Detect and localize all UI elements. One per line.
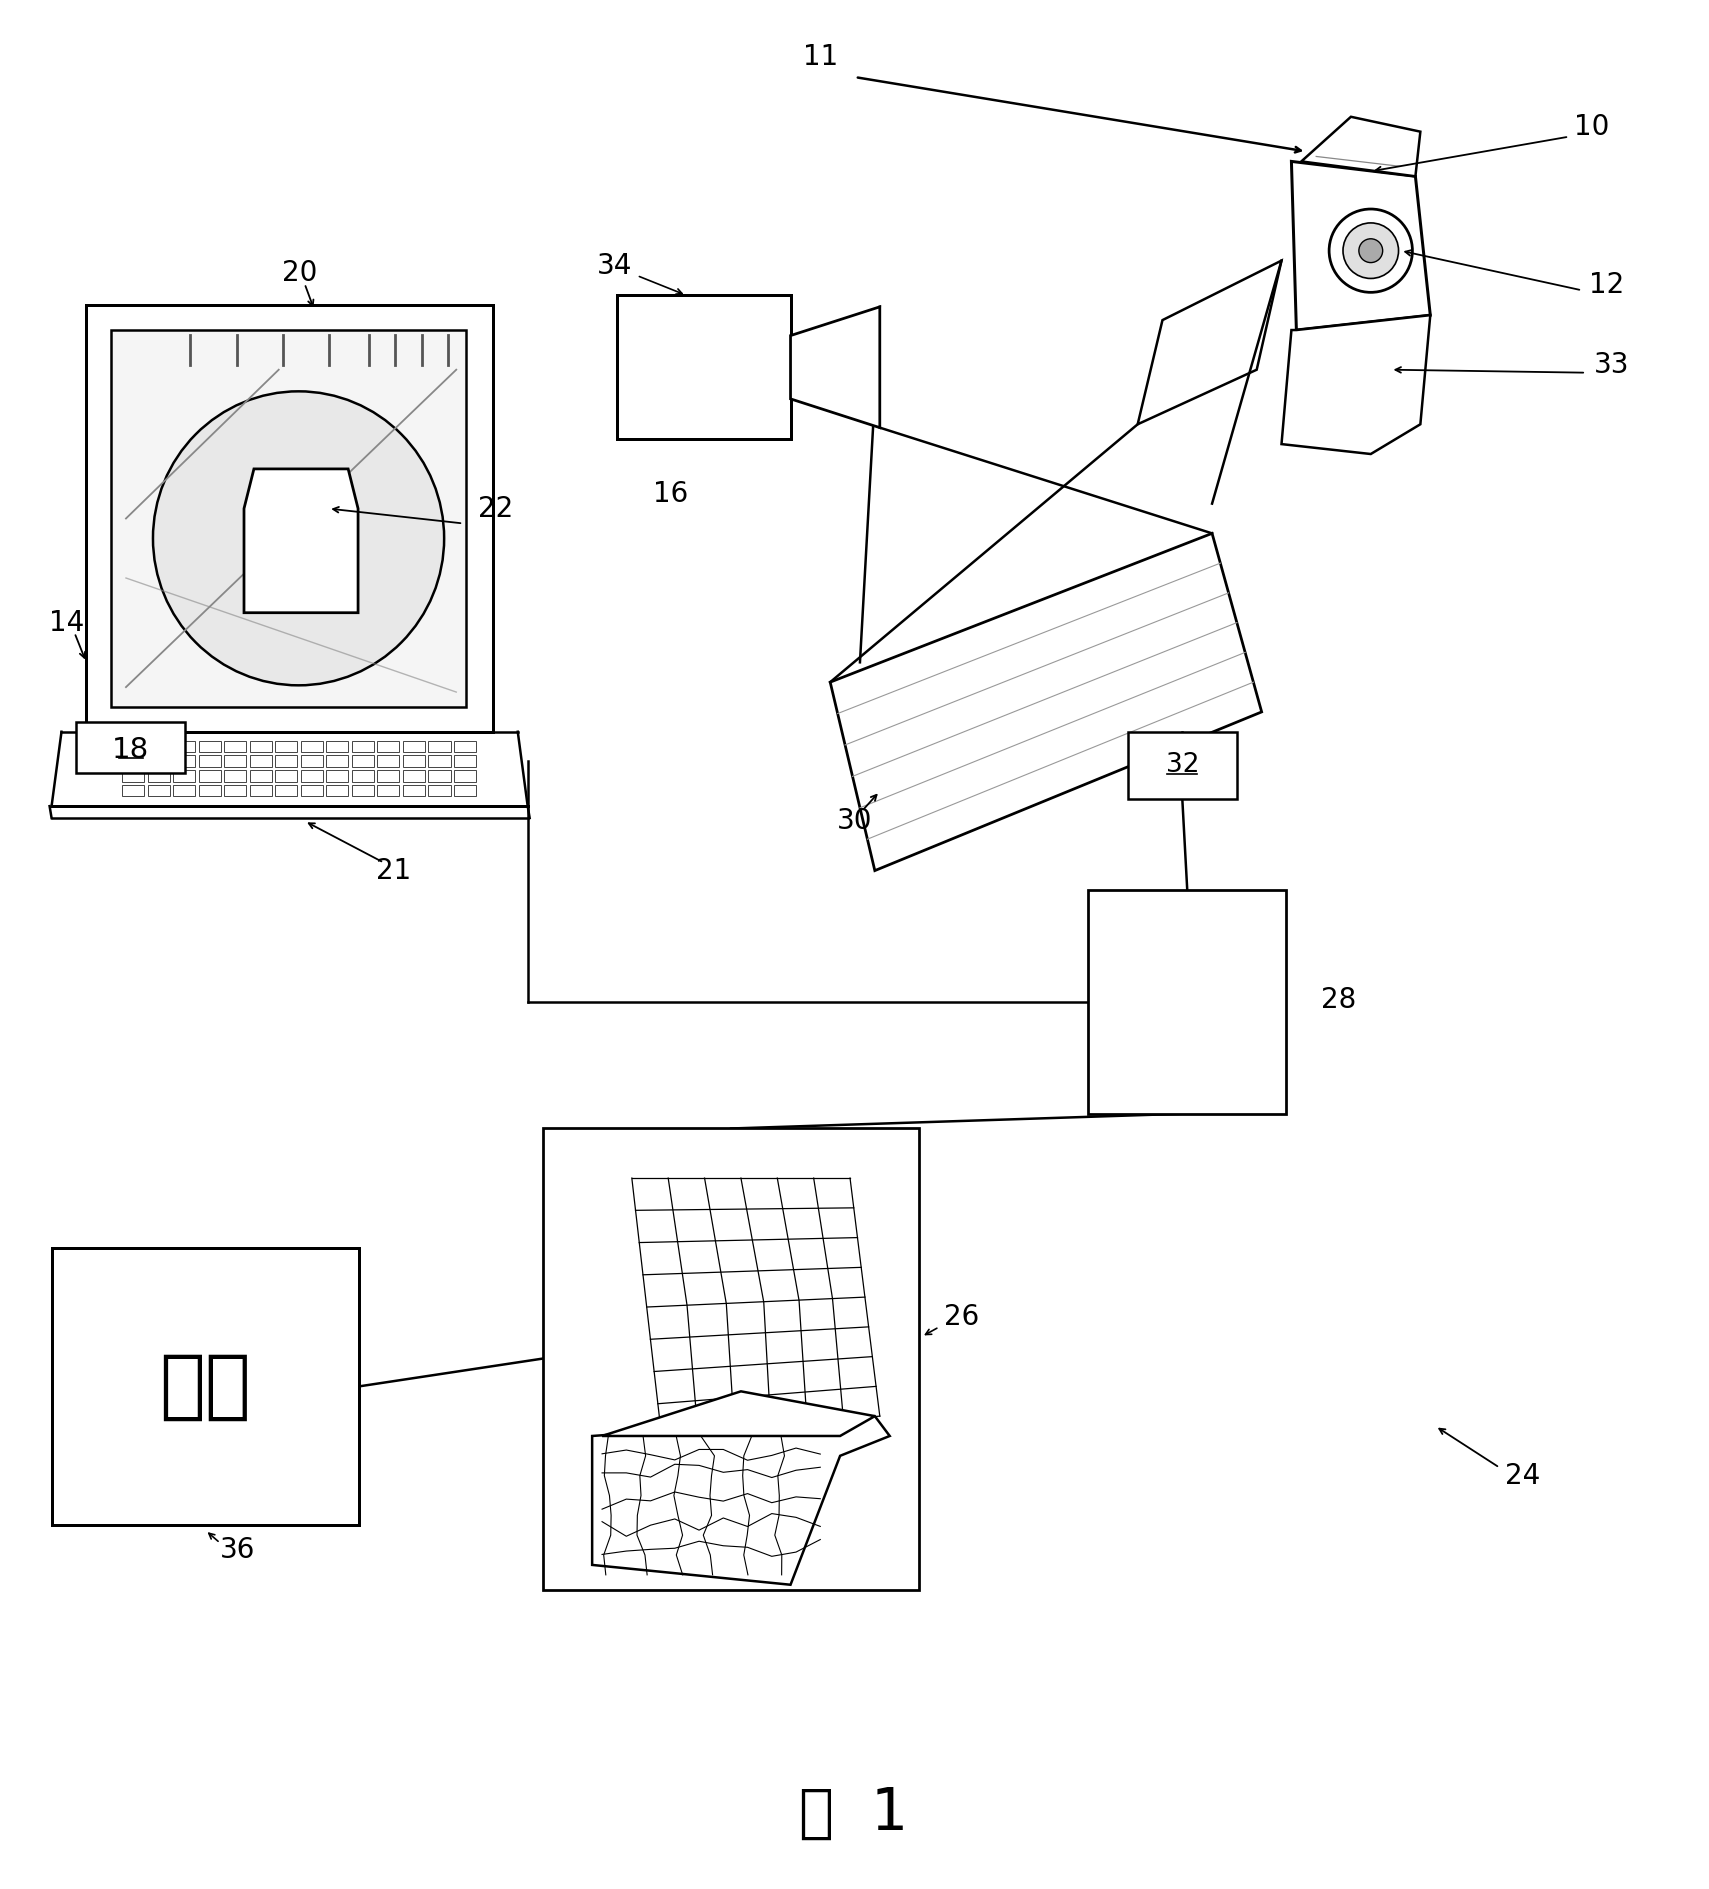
FancyBboxPatch shape xyxy=(1128,731,1237,799)
FancyBboxPatch shape xyxy=(121,740,145,752)
FancyBboxPatch shape xyxy=(121,784,145,797)
FancyBboxPatch shape xyxy=(427,784,451,797)
FancyBboxPatch shape xyxy=(378,771,400,782)
FancyBboxPatch shape xyxy=(121,771,145,782)
FancyBboxPatch shape xyxy=(326,756,349,767)
FancyBboxPatch shape xyxy=(378,740,400,752)
FancyBboxPatch shape xyxy=(403,740,426,752)
FancyBboxPatch shape xyxy=(173,756,195,767)
FancyBboxPatch shape xyxy=(198,771,220,782)
FancyBboxPatch shape xyxy=(352,784,374,797)
FancyBboxPatch shape xyxy=(275,771,297,782)
FancyBboxPatch shape xyxy=(173,740,195,752)
FancyBboxPatch shape xyxy=(326,784,349,797)
Text: 图  1: 图 1 xyxy=(800,1785,909,1842)
FancyBboxPatch shape xyxy=(326,740,349,752)
Text: 21: 21 xyxy=(376,856,412,884)
FancyBboxPatch shape xyxy=(198,756,220,767)
FancyBboxPatch shape xyxy=(453,771,477,782)
Polygon shape xyxy=(1138,261,1282,425)
Circle shape xyxy=(1359,238,1383,263)
FancyBboxPatch shape xyxy=(453,740,477,752)
FancyBboxPatch shape xyxy=(301,771,323,782)
Text: 12: 12 xyxy=(1589,272,1624,298)
FancyBboxPatch shape xyxy=(378,784,400,797)
FancyBboxPatch shape xyxy=(275,740,297,752)
FancyBboxPatch shape xyxy=(352,740,374,752)
Text: 34: 34 xyxy=(596,251,632,280)
Text: 26: 26 xyxy=(945,1303,979,1332)
FancyBboxPatch shape xyxy=(250,740,272,752)
Text: 14: 14 xyxy=(50,608,84,637)
FancyBboxPatch shape xyxy=(403,756,426,767)
Text: 36: 36 xyxy=(220,1536,256,1564)
FancyBboxPatch shape xyxy=(352,771,374,782)
Polygon shape xyxy=(791,306,880,427)
Polygon shape xyxy=(831,533,1261,871)
FancyBboxPatch shape xyxy=(224,756,246,767)
FancyBboxPatch shape xyxy=(427,756,451,767)
Text: 16: 16 xyxy=(653,480,689,508)
Text: 10: 10 xyxy=(1574,113,1610,140)
FancyBboxPatch shape xyxy=(147,784,169,797)
FancyBboxPatch shape xyxy=(173,771,195,782)
FancyBboxPatch shape xyxy=(121,756,145,767)
Polygon shape xyxy=(1301,117,1420,176)
Circle shape xyxy=(1343,223,1398,278)
Text: 22: 22 xyxy=(479,495,513,523)
Polygon shape xyxy=(1292,161,1430,331)
Circle shape xyxy=(1330,210,1412,293)
FancyBboxPatch shape xyxy=(352,756,374,767)
Text: 11: 11 xyxy=(803,43,837,72)
Ellipse shape xyxy=(154,391,444,686)
FancyBboxPatch shape xyxy=(77,722,186,773)
FancyBboxPatch shape xyxy=(147,740,169,752)
Polygon shape xyxy=(591,1417,890,1585)
FancyBboxPatch shape xyxy=(250,756,272,767)
Text: 28: 28 xyxy=(1321,986,1357,1014)
FancyBboxPatch shape xyxy=(427,740,451,752)
Text: 20: 20 xyxy=(282,259,318,287)
Polygon shape xyxy=(1282,315,1430,453)
FancyBboxPatch shape xyxy=(85,306,492,731)
FancyBboxPatch shape xyxy=(147,771,169,782)
FancyBboxPatch shape xyxy=(147,756,169,767)
FancyBboxPatch shape xyxy=(224,771,246,782)
FancyBboxPatch shape xyxy=(403,784,426,797)
FancyBboxPatch shape xyxy=(403,771,426,782)
FancyBboxPatch shape xyxy=(427,771,451,782)
Text: 32: 32 xyxy=(1166,752,1200,778)
Polygon shape xyxy=(602,1392,875,1436)
FancyBboxPatch shape xyxy=(542,1128,919,1591)
Polygon shape xyxy=(244,468,359,612)
FancyBboxPatch shape xyxy=(250,784,272,797)
FancyBboxPatch shape xyxy=(275,784,297,797)
FancyBboxPatch shape xyxy=(275,756,297,767)
Text: 18: 18 xyxy=(113,735,150,763)
FancyBboxPatch shape xyxy=(617,295,791,438)
FancyBboxPatch shape xyxy=(198,784,220,797)
FancyBboxPatch shape xyxy=(173,784,195,797)
FancyBboxPatch shape xyxy=(326,771,349,782)
FancyBboxPatch shape xyxy=(1089,890,1287,1115)
Text: 模型: 模型 xyxy=(159,1349,251,1424)
FancyBboxPatch shape xyxy=(301,756,323,767)
FancyBboxPatch shape xyxy=(250,771,272,782)
FancyBboxPatch shape xyxy=(51,1247,359,1524)
Text: 30: 30 xyxy=(837,807,873,835)
FancyBboxPatch shape xyxy=(301,740,323,752)
FancyBboxPatch shape xyxy=(453,756,477,767)
FancyBboxPatch shape xyxy=(224,784,246,797)
FancyBboxPatch shape xyxy=(378,756,400,767)
FancyBboxPatch shape xyxy=(224,740,246,752)
Text: 33: 33 xyxy=(1594,351,1629,380)
FancyBboxPatch shape xyxy=(301,784,323,797)
Text: 24: 24 xyxy=(1504,1462,1540,1490)
FancyBboxPatch shape xyxy=(453,784,477,797)
FancyBboxPatch shape xyxy=(111,331,467,706)
FancyBboxPatch shape xyxy=(198,740,220,752)
